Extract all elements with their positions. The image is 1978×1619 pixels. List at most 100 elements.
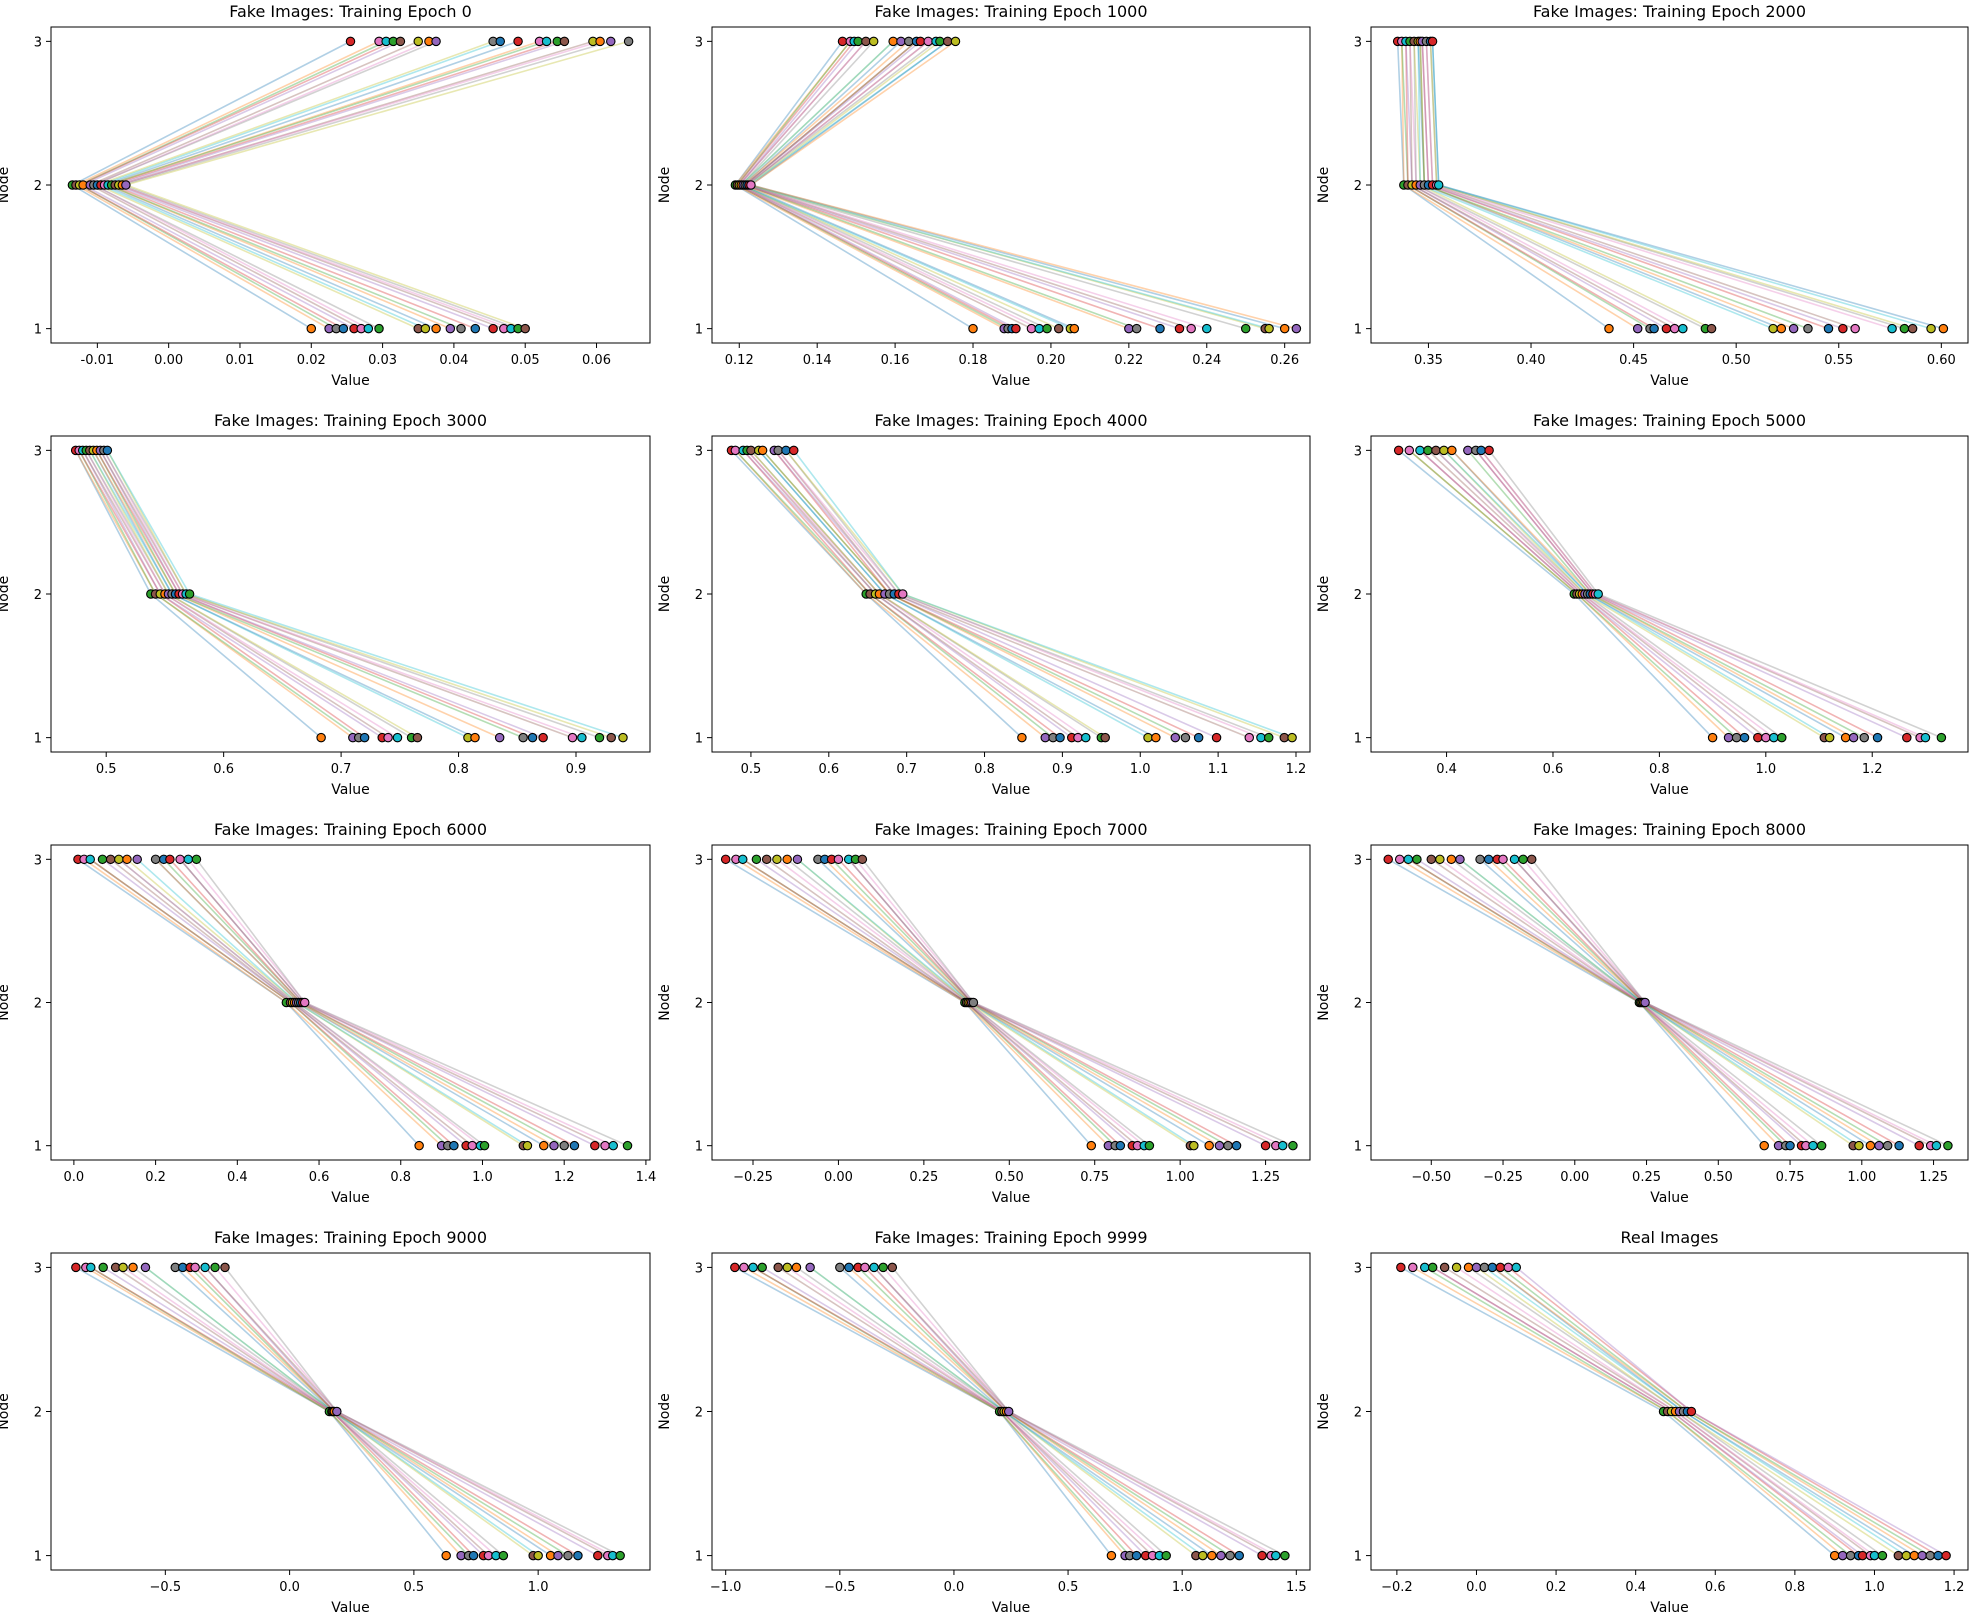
- series-line: [214, 1266, 614, 1557]
- point-node-1: [1170, 732, 1181, 743]
- y-tick-label: 1: [34, 1140, 42, 1155]
- point-node-1: [1073, 732, 1083, 743]
- point-node-1: [1854, 1140, 1864, 1151]
- point-node-3: [835, 1262, 845, 1273]
- point-node-1: [1034, 323, 1044, 334]
- series-line: [1421, 41, 1844, 330]
- point-node-3: [1483, 854, 1494, 865]
- x-tick-label: 0.35: [1414, 353, 1443, 368]
- point-node-1: [590, 1140, 600, 1151]
- point-node-3: [1498, 854, 1508, 865]
- point-node-3: [878, 1262, 888, 1273]
- point-node-3: [200, 1262, 210, 1273]
- series-line: [189, 1266, 569, 1557]
- point-node-1: [1161, 1550, 1171, 1561]
- y-tick-label: 1: [34, 1550, 42, 1565]
- series-line: [1416, 858, 1803, 1147]
- x-tick-label: 1.0: [1130, 762, 1151, 777]
- series-line: [1467, 449, 1865, 739]
- point-node-1: [1706, 323, 1717, 334]
- series-line: [1412, 1266, 1844, 1557]
- point-node-1: [594, 732, 605, 743]
- x-tick-label: 0.8: [1785, 1580, 1806, 1595]
- series-line: [144, 1266, 539, 1557]
- point-node-1: [600, 1140, 610, 1151]
- axes-frame: [50, 435, 651, 753]
- point-node-3: [903, 36, 914, 47]
- point-node-1: [1943, 1140, 1953, 1151]
- subplot-title: Fake Images: Training Epoch 1000: [874, 2, 1147, 21]
- series-lines: [75, 1266, 621, 1557]
- series-line: [1475, 449, 1878, 739]
- series-line: [725, 858, 1092, 1147]
- markers: [720, 854, 1298, 1151]
- point-node-1: [1193, 732, 1204, 743]
- y-tick-label: 1: [1354, 732, 1362, 747]
- point-node-1: [1808, 1140, 1818, 1151]
- point-node-1: [1776, 323, 1787, 334]
- series-line: [737, 40, 1032, 330]
- point-node-2: [1003, 1406, 1014, 1417]
- x-axis-label: Value: [1650, 1600, 1688, 1616]
- point-node-3: [190, 1262, 200, 1273]
- point-node-1: [1909, 1550, 1920, 1561]
- point-node-1: [1661, 323, 1672, 334]
- series-line: [81, 40, 401, 330]
- point-node-1: [1933, 1550, 1943, 1561]
- series-line: [1398, 449, 1714, 739]
- y-tick-label: 3: [34, 853, 42, 868]
- point-node-3: [923, 36, 933, 47]
- series-line: [1387, 858, 1765, 1147]
- point-node-1: [1115, 1140, 1126, 1151]
- series-line: [891, 1266, 1286, 1557]
- point-node-3: [950, 36, 961, 47]
- point-node-1: [1938, 323, 1949, 334]
- point-node-1: [1859, 732, 1869, 743]
- x-axis-label: Value: [331, 782, 369, 798]
- y-tick-label: 1: [34, 323, 42, 338]
- x-tick-label: 0.6: [1705, 1580, 1726, 1595]
- point-node-1: [479, 1140, 490, 1151]
- point-node-1: [1604, 323, 1614, 334]
- series-line: [174, 1266, 552, 1557]
- point-node-1: [1769, 732, 1779, 743]
- point-node-3: [1408, 1262, 1418, 1273]
- point-node-3: [541, 36, 552, 47]
- point-node-2: [968, 997, 979, 1008]
- x-tick-label: 0.18: [959, 353, 988, 368]
- y-tick-label: 1: [1354, 323, 1362, 338]
- x-tick-label: 0.02: [297, 353, 326, 368]
- markers: [726, 445, 1297, 743]
- series-line: [762, 449, 1176, 739]
- series-line: [747, 40, 1266, 330]
- point-node-1: [1040, 732, 1051, 743]
- point-node-1: [420, 323, 431, 334]
- series-line: [123, 40, 629, 330]
- x-tick-label: −0.2: [1381, 1580, 1413, 1595]
- x-axis-label: Value: [992, 1600, 1030, 1616]
- point-node-1: [468, 1550, 479, 1561]
- series-line: [848, 858, 1266, 1147]
- point-node-1: [498, 1550, 509, 1561]
- series-line: [1400, 1266, 1836, 1557]
- point-node-3: [1435, 854, 1445, 865]
- series-line: [1444, 1266, 1871, 1557]
- series-line: [116, 40, 601, 330]
- point-node-1: [1907, 323, 1918, 334]
- point-node-3: [71, 1262, 81, 1273]
- x-tick-label: 0.5: [1058, 1580, 1079, 1595]
- series-line: [1496, 858, 1889, 1147]
- point-node-1: [1899, 323, 1910, 334]
- y-tick-label: 2: [34, 179, 42, 194]
- series-line: [1430, 858, 1807, 1147]
- point-node-1: [1180, 732, 1191, 743]
- point-node-1: [1837, 1550, 1848, 1561]
- point-node-1: [1271, 1550, 1281, 1561]
- point-node-2: [121, 180, 131, 190]
- point-node-1: [622, 1140, 633, 1151]
- series-lines: [1398, 449, 1942, 739]
- series-line: [89, 449, 418, 739]
- point-node-1: [1026, 323, 1037, 334]
- point-node-1: [1197, 1550, 1208, 1561]
- series-line: [1531, 858, 1949, 1147]
